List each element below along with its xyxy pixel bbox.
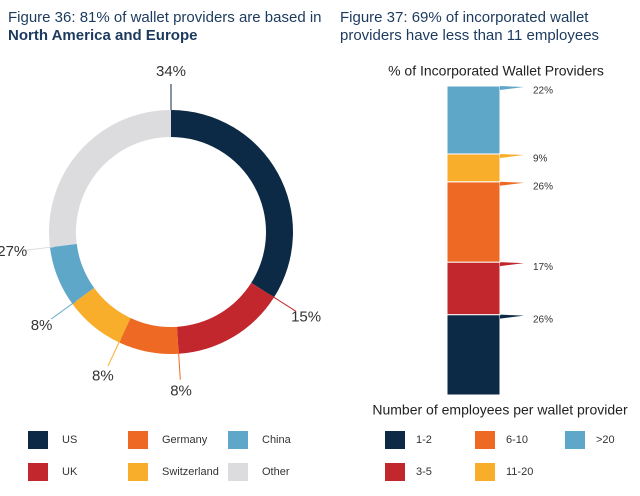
legend-label: >20	[596, 434, 615, 446]
legend-label: 1-2	[416, 434, 432, 446]
donut-slice	[49, 243, 95, 304]
leader-line	[270, 294, 297, 312]
legend-swatch	[28, 431, 48, 449]
legend-swatch	[475, 431, 495, 449]
figure-37-title: Figure 37: 69% of incorporated wallet pr…	[340, 9, 600, 44]
legend-swatch	[28, 463, 48, 481]
donut-slice	[119, 317, 179, 354]
legend-swatch	[475, 463, 495, 481]
label-pointer	[500, 153, 524, 158]
segment-label: 17%	[533, 262, 553, 273]
bar-chart-title: % of Incorporated Wallet Providers	[388, 63, 604, 79]
legend-label: 3-5	[416, 466, 432, 478]
legend-title: Number of employees per wallet provider	[372, 402, 628, 418]
bar-segment	[446, 85, 501, 155]
bar-segment	[446, 153, 501, 183]
legend-swatch	[228, 431, 248, 449]
legend-swatch	[385, 463, 405, 481]
donut-slice	[176, 282, 275, 354]
legend-label: Other	[262, 466, 290, 478]
label-pointer	[500, 262, 524, 267]
donut-slice	[72, 287, 131, 343]
legend-swatch	[385, 431, 405, 449]
title: Figure 36: 81% of wallet providers are b…	[8, 9, 322, 26]
slice-label: 34%	[156, 63, 186, 80]
legend-swatch	[128, 431, 148, 449]
donut-slice	[48, 110, 171, 248]
leader-line	[107, 338, 122, 367]
label-pointer	[500, 181, 524, 186]
legend-label: 11-20	[506, 466, 533, 478]
slice-label: 15%	[291, 309, 321, 326]
label-pointer	[500, 86, 524, 90]
legend-label: China	[262, 434, 292, 446]
figure-36-title: Figure 36: 81% of wallet providers are b…	[8, 9, 328, 45]
donut-slice	[171, 110, 293, 298]
slice-label: 8%	[31, 317, 53, 334]
legend-swatch	[128, 463, 148, 481]
segment-label: 26%	[533, 181, 553, 192]
segment-label: 9%	[533, 154, 548, 165]
segment-label: 26%	[533, 314, 553, 325]
legend-swatch	[228, 463, 248, 481]
slice-label: 8%	[170, 383, 192, 400]
slice-label: 27%	[0, 243, 27, 260]
segment-label: 22%	[533, 86, 553, 97]
leader-line	[24, 246, 54, 252]
bar-segment	[446, 181, 501, 263]
subtitle: North America and Europe	[8, 27, 198, 44]
bar-segment	[446, 314, 501, 396]
leader-line	[50, 300, 76, 320]
legend-label: Germany	[162, 434, 208, 446]
bar-segment	[446, 261, 501, 316]
slice-label: 8%	[92, 368, 114, 385]
legend-label: UK	[62, 466, 78, 478]
legend-label: Switzerland	[162, 466, 219, 478]
legend-label: 6-10	[506, 434, 528, 446]
legend-label: US	[62, 434, 77, 446]
leader-line	[177, 349, 181, 380]
legend-swatch	[565, 431, 585, 449]
label-pointer	[500, 314, 524, 319]
